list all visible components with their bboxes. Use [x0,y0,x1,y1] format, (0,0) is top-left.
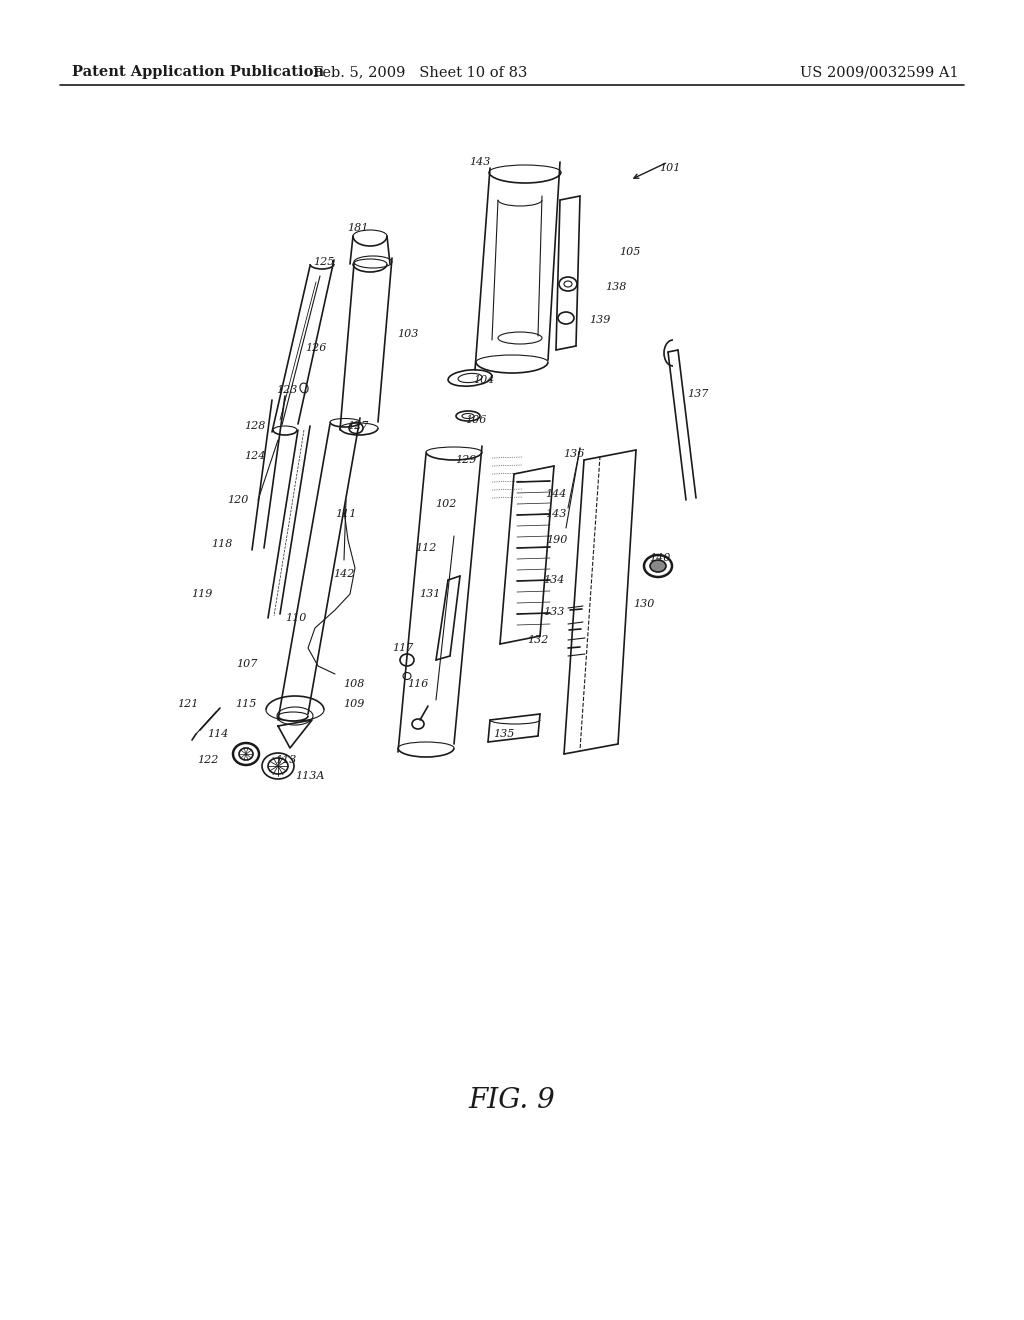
Text: 139: 139 [590,315,610,325]
Text: 111: 111 [335,510,356,519]
Text: 128: 128 [245,421,265,432]
Text: 113A: 113A [295,771,325,781]
Text: 105: 105 [620,247,641,257]
Text: 114: 114 [207,729,228,739]
Text: 110: 110 [286,612,306,623]
Text: 124: 124 [245,451,265,461]
Text: Patent Application Publication: Patent Application Publication [72,65,324,79]
Text: 137: 137 [687,389,709,399]
Text: 133: 133 [544,607,564,616]
Ellipse shape [650,560,666,572]
Text: 113: 113 [275,755,297,766]
Text: 190: 190 [547,535,567,545]
Text: 138: 138 [605,282,627,292]
Text: 102: 102 [435,499,457,510]
Text: 107: 107 [237,659,258,669]
Text: 142: 142 [334,569,354,579]
Text: 109: 109 [343,700,365,709]
Text: 118: 118 [211,539,232,549]
Text: 129: 129 [456,455,477,465]
Text: 106: 106 [465,414,486,425]
Text: 127: 127 [347,421,369,432]
Text: 122: 122 [198,755,219,766]
Text: 117: 117 [392,643,414,653]
Text: 143: 143 [546,510,566,519]
Text: 136: 136 [563,449,585,459]
Text: 108: 108 [343,678,365,689]
Text: 143: 143 [469,157,490,168]
Text: 103: 103 [397,329,419,339]
Text: 104: 104 [473,375,495,385]
Text: 112: 112 [416,543,436,553]
Text: 101: 101 [659,162,681,173]
Text: 135: 135 [494,729,515,739]
Text: 119: 119 [191,589,213,599]
Text: 134: 134 [544,576,564,585]
Text: 125: 125 [313,257,335,267]
Text: 140: 140 [649,553,671,564]
Text: 181: 181 [347,223,369,234]
Text: 126: 126 [305,343,327,352]
Text: 144: 144 [546,488,566,499]
Text: 131: 131 [419,589,440,599]
Text: FIG. 9: FIG. 9 [469,1086,555,1114]
Text: US 2009/0032599 A1: US 2009/0032599 A1 [800,65,958,79]
Text: Feb. 5, 2009   Sheet 10 of 83: Feb. 5, 2009 Sheet 10 of 83 [312,65,527,79]
Text: 115: 115 [236,700,257,709]
Text: 130: 130 [633,599,654,609]
Text: 120: 120 [227,495,249,506]
Text: 123: 123 [276,385,298,395]
Text: 132: 132 [527,635,549,645]
Text: 121: 121 [177,700,199,709]
Text: 116: 116 [408,678,429,689]
